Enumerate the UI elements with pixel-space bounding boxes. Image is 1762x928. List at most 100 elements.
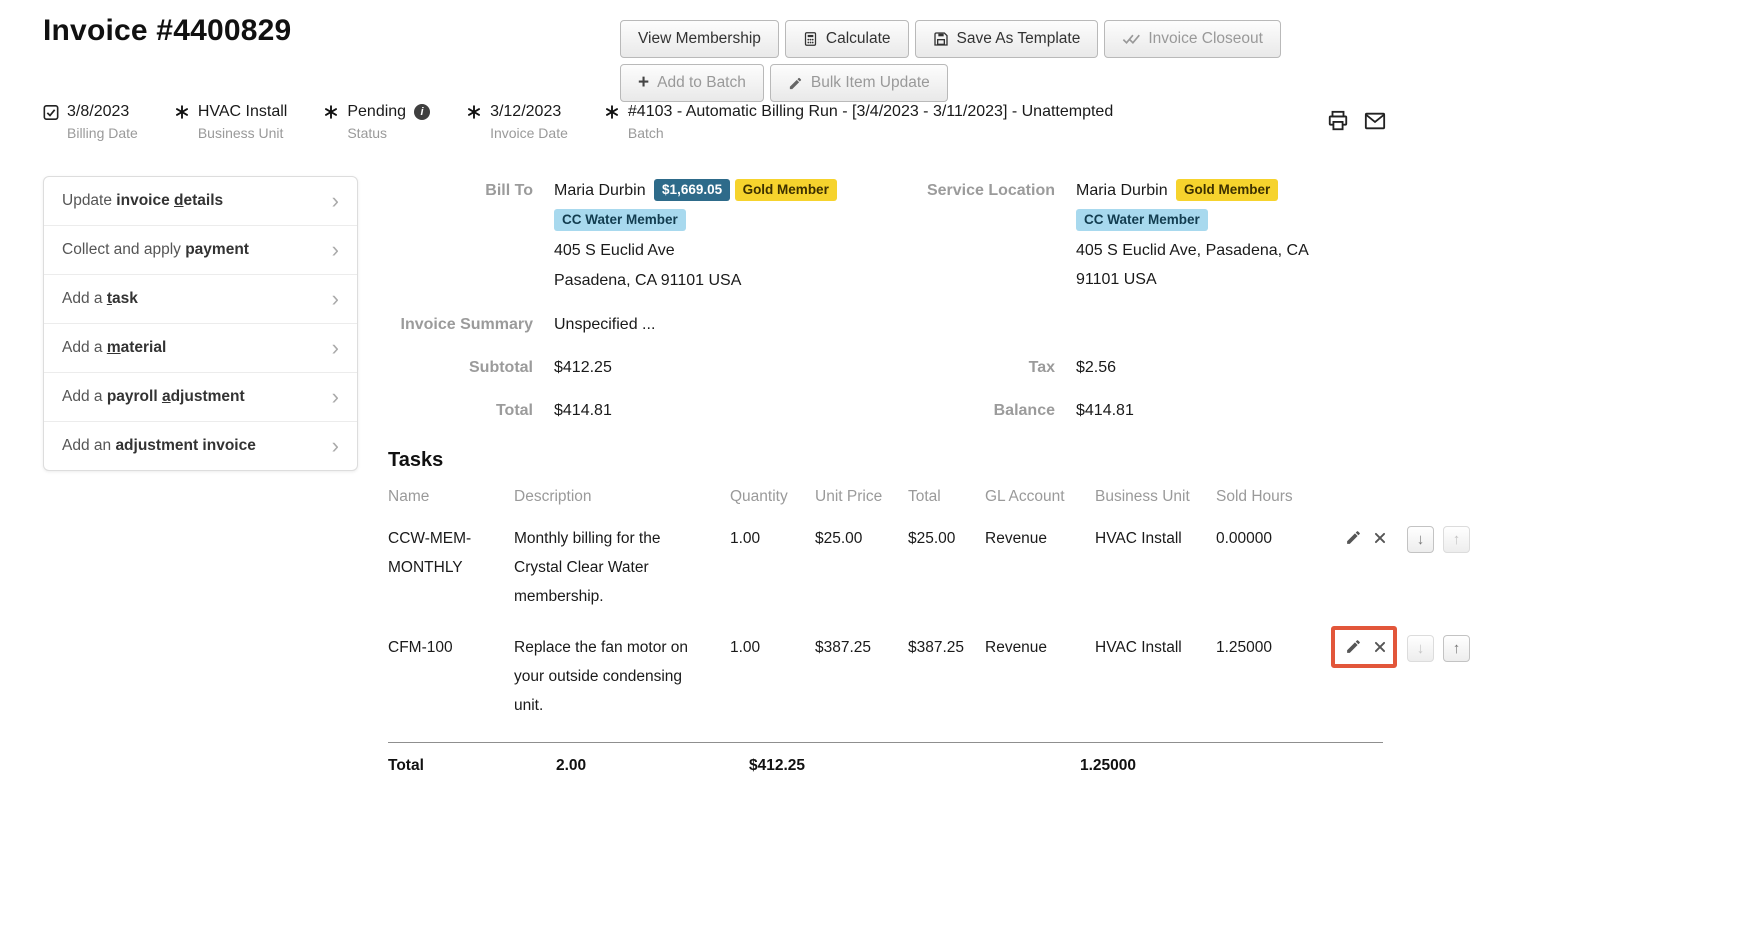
menu-item-update-invoice-details[interactable]: Update invoice details › bbox=[44, 177, 357, 226]
asterisk-icon bbox=[174, 105, 190, 119]
chevron-right-icon: › bbox=[331, 384, 339, 409]
arrow-down-icon: ↓ bbox=[1416, 531, 1425, 548]
subtotal-label: Subtotal bbox=[469, 359, 533, 376]
document-actions bbox=[1326, 110, 1388, 132]
view-membership-button[interactable]: View Membership bbox=[620, 20, 779, 58]
menu-item-label: Add a material bbox=[62, 339, 167, 356]
menu-item-label: Collect and apply payment bbox=[62, 241, 249, 258]
task-description: Replace the fan motor on your outside co… bbox=[514, 639, 689, 714]
bulk-item-update-button[interactable]: Bulk Item Update bbox=[769, 64, 948, 102]
move-task-down-button[interactable]: ↓ bbox=[1407, 635, 1434, 662]
billing-summary: Bill To Maria Durbin $1,669.05 Gold Memb… bbox=[388, 176, 1463, 425]
task-row: CFM-100 Replace the fan motor on your ou… bbox=[388, 626, 1470, 720]
task-description: Monthly billing for the Crystal Clear Wa… bbox=[514, 530, 661, 605]
menu-item-label: Add an adjustment invoice bbox=[62, 437, 256, 454]
billing-date-value: 3/8/2023 bbox=[67, 103, 130, 120]
invoice-date-label: Invoice Date bbox=[490, 125, 568, 141]
task-quantity: 1.00 bbox=[730, 530, 761, 547]
invoice-closeout-label: Invoice Closeout bbox=[1148, 30, 1263, 47]
save-as-template-button[interactable]: Save As Template bbox=[914, 20, 1099, 58]
info-invoice-date: 3/12/2023 Invoice Date bbox=[466, 103, 568, 141]
delete-task-icon[interactable] bbox=[1373, 531, 1387, 545]
info-business-unit: HVAC Install Business Unit bbox=[174, 103, 287, 141]
total-value: $414.81 bbox=[554, 402, 612, 419]
task-business-unit: HVAC Install bbox=[1095, 530, 1182, 547]
view-membership-label: View Membership bbox=[638, 30, 761, 47]
save-as-template-label: Save As Template bbox=[956, 30, 1081, 47]
calculator-icon bbox=[803, 31, 818, 47]
menu-item-add-material[interactable]: Add a material › bbox=[44, 324, 357, 373]
menu-item-add-task[interactable]: Add a task › bbox=[44, 275, 357, 324]
tasks-section-title: Tasks bbox=[388, 449, 444, 471]
service-location-block: Maria Durbin Gold Member CC Water Member… bbox=[1076, 176, 1463, 296]
delete-task-icon[interactable] bbox=[1373, 640, 1387, 654]
task-row: CCW-MEM-MONTHLY Monthly billing for the … bbox=[388, 524, 1470, 611]
invoice-summary-label: Invoice Summary bbox=[400, 316, 534, 333]
task-sold-hours: 0.00000 bbox=[1216, 530, 1273, 547]
task-quantity: 1.00 bbox=[730, 639, 761, 656]
subtotal-value: $412.25 bbox=[554, 359, 612, 376]
bill-to-address-line1: 405 S Euclid Ave bbox=[554, 242, 675, 259]
invoice-date-value: 3/12/2023 bbox=[490, 103, 562, 120]
invoice-actions-menu: Update invoice details › Collect and app… bbox=[43, 176, 358, 471]
move-task-up-button[interactable]: ↑ bbox=[1443, 635, 1470, 662]
task-business-unit: HVAC Install bbox=[1095, 639, 1182, 656]
bill-to-name: Maria Durbin bbox=[554, 182, 646, 199]
billing-date-label: Billing Date bbox=[67, 125, 138, 141]
tax-label: Tax bbox=[1028, 359, 1055, 376]
edit-task-icon[interactable] bbox=[1345, 529, 1362, 546]
add-to-batch-label: Add to Batch bbox=[657, 74, 746, 91]
highlighted-action-icons bbox=[1331, 626, 1397, 668]
info-status: Pending i Status bbox=[323, 103, 431, 141]
batch-label: Batch bbox=[627, 125, 664, 141]
menu-item-add-adjustment-invoice[interactable]: Add an adjustment invoice › bbox=[44, 422, 357, 470]
totals-label: Total bbox=[388, 757, 424, 774]
move-task-up-button[interactable]: ↑ bbox=[1443, 526, 1470, 553]
asterisk-icon bbox=[466, 105, 482, 119]
edit-task-icon[interactable] bbox=[1345, 638, 1362, 655]
task-unit-price: $25.00 bbox=[815, 530, 863, 547]
tasks-table-header: Name Description Quantity Unit Price Tot… bbox=[388, 488, 1463, 506]
menu-item-label: Update invoice details bbox=[62, 192, 224, 209]
plus-icon: + bbox=[638, 72, 650, 93]
invoice-info-bar: 3/8/2023 Billing Date HVAC Install Busin… bbox=[43, 103, 1113, 141]
col-quantity: Quantity bbox=[730, 488, 788, 505]
add-to-batch-button[interactable]: + Add to Batch bbox=[620, 64, 764, 102]
col-gl-account: GL Account bbox=[985, 488, 1065, 505]
status-value: Pending bbox=[347, 103, 407, 120]
task-sold-hours: 1.25000 bbox=[1216, 639, 1273, 656]
balance-value: $414.81 bbox=[1076, 402, 1134, 419]
calculate-button[interactable]: Calculate bbox=[784, 20, 909, 58]
chevron-right-icon: › bbox=[331, 188, 339, 213]
col-unit-price: Unit Price bbox=[815, 488, 883, 505]
customer-balance-badge: $1,669.05 bbox=[654, 179, 731, 202]
task-total: $387.25 bbox=[908, 639, 965, 656]
info-batch: #4103 - Automatic Billing Run - [3/4/202… bbox=[604, 103, 1113, 141]
task-gl-account: Revenue bbox=[985, 639, 1048, 656]
arrow-down-icon: ↓ bbox=[1416, 640, 1425, 657]
cc-water-member-badge: CC Water Member bbox=[554, 209, 686, 232]
chevron-right-icon: › bbox=[331, 433, 339, 458]
chevron-right-icon: › bbox=[331, 237, 339, 262]
checkbox-checked-icon[interactable] bbox=[43, 104, 59, 121]
info-icon[interactable]: i bbox=[414, 104, 431, 120]
email-icon[interactable] bbox=[1362, 110, 1388, 132]
task-actions: ↓ ↑ bbox=[1345, 524, 1470, 611]
invoice-detail-panel: Bill To Maria Durbin $1,669.05 Gold Memb… bbox=[388, 176, 1470, 791]
chevron-right-icon: › bbox=[331, 335, 339, 360]
move-task-down-button[interactable]: ↓ bbox=[1407, 526, 1434, 553]
task-name: CCW-MEM-MONTHLY bbox=[388, 530, 472, 576]
asterisk-icon bbox=[323, 105, 339, 119]
col-description: Description bbox=[514, 488, 592, 505]
col-name: Name bbox=[388, 488, 430, 505]
status-label: Status bbox=[347, 125, 388, 141]
balance-label: Balance bbox=[993, 402, 1055, 419]
menu-item-collect-payment[interactable]: Collect and apply payment › bbox=[44, 226, 357, 275]
print-icon[interactable] bbox=[1326, 110, 1350, 132]
menu-item-add-payroll-adjustment[interactable]: Add a payroll adjustment › bbox=[44, 373, 357, 422]
tasks-totals-row: Total 2.00 $412.25 1.25000 bbox=[388, 757, 1463, 791]
bill-to-block: Maria Durbin $1,669.05 Gold Member CC Wa… bbox=[554, 176, 894, 296]
invoice-closeout-button[interactable]: Invoice Closeout bbox=[1104, 20, 1281, 58]
batch-value: #4103 - Automatic Billing Run - [3/4/202… bbox=[627, 103, 1114, 120]
